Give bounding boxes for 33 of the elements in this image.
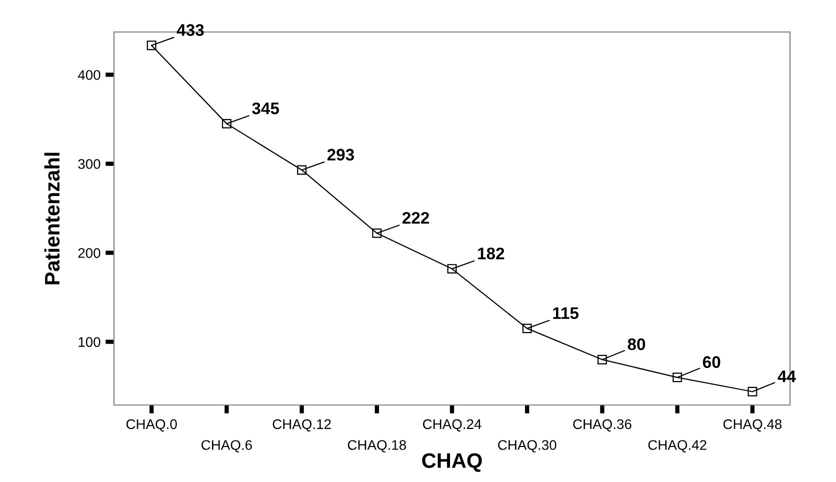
point xyxy=(372,228,382,238)
data-label: 80 xyxy=(628,338,646,350)
x-tick-label: CHAQ.6 xyxy=(202,440,252,452)
y-tick-label: 200 xyxy=(78,248,100,258)
x-tick-label: CHAQ.12 xyxy=(272,419,331,432)
point xyxy=(297,165,306,175)
data-label: 44 xyxy=(778,370,796,382)
data-label: 60 xyxy=(702,356,720,368)
point xyxy=(672,372,682,382)
data-label: 345 xyxy=(252,102,280,114)
x-axis-title: CHAQ xyxy=(422,453,482,472)
data-label: 222 xyxy=(402,212,430,224)
x-tick-label: CHAQ.48 xyxy=(723,419,782,432)
x-tick-label: CHAQ.24 xyxy=(422,419,482,432)
x-tick-label: CHAQ.42 xyxy=(648,440,706,452)
x-tick-label: CHAQ.30 xyxy=(498,440,556,452)
x-tick-label: CHAQ.36 xyxy=(573,419,632,432)
y-tick-label: 400 xyxy=(78,70,100,80)
data-label: 182 xyxy=(478,248,504,260)
data-label: 115 xyxy=(553,307,579,320)
data-label: 293 xyxy=(327,148,354,161)
y-tick-label: 100 xyxy=(78,337,100,347)
x-tick-label: CHAQ.0 xyxy=(126,419,177,432)
point xyxy=(222,118,232,128)
point xyxy=(598,354,607,364)
point xyxy=(748,386,758,396)
point xyxy=(522,324,532,334)
x-tick-label: CHAQ.18 xyxy=(348,440,406,452)
y-tick-label: 300 xyxy=(78,159,100,169)
data-label: 433 xyxy=(176,24,204,36)
point xyxy=(447,264,457,274)
point xyxy=(146,40,156,50)
y-axis-title: Patientenzahl xyxy=(44,152,60,284)
